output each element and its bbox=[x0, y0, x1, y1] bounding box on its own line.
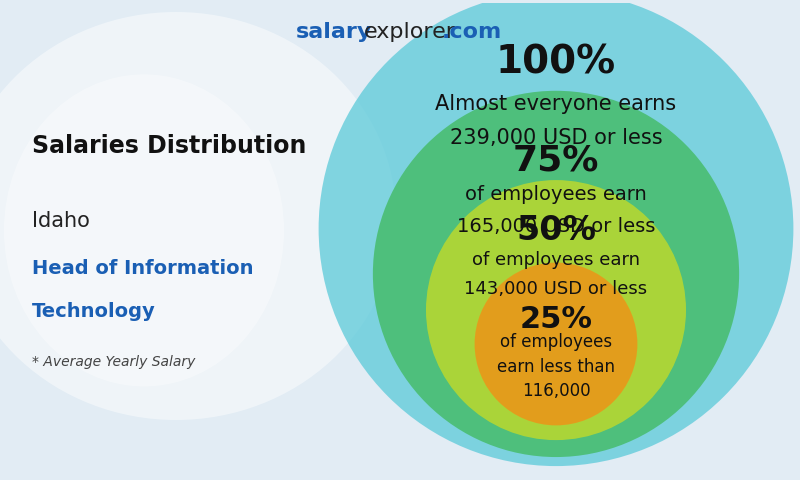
Text: 239,000 USD or less: 239,000 USD or less bbox=[450, 128, 662, 148]
Text: of employees earn: of employees earn bbox=[472, 252, 640, 269]
Text: 100%: 100% bbox=[496, 44, 616, 82]
Text: Almost everyone earns: Almost everyone earns bbox=[435, 95, 677, 114]
Text: .com: .com bbox=[442, 22, 502, 42]
Ellipse shape bbox=[4, 74, 284, 386]
Text: Head of Information: Head of Information bbox=[32, 259, 254, 278]
Text: of employees earn: of employees earn bbox=[465, 185, 647, 204]
Text: 165,000 USD or less: 165,000 USD or less bbox=[457, 217, 655, 236]
Text: * Average Yearly Salary: * Average Yearly Salary bbox=[32, 355, 195, 369]
Circle shape bbox=[474, 263, 638, 425]
Ellipse shape bbox=[0, 12, 396, 420]
Text: of employees: of employees bbox=[500, 333, 612, 351]
Circle shape bbox=[373, 91, 739, 457]
Text: 143,000 USD or less: 143,000 USD or less bbox=[465, 280, 647, 298]
Text: salary: salary bbox=[296, 22, 372, 42]
Text: 116,000: 116,000 bbox=[522, 383, 590, 400]
Text: 25%: 25% bbox=[519, 305, 593, 334]
Text: Idaho: Idaho bbox=[32, 211, 90, 231]
Circle shape bbox=[318, 0, 794, 466]
Text: earn less than: earn less than bbox=[497, 358, 615, 376]
Text: 75%: 75% bbox=[513, 144, 599, 178]
Text: Technology: Technology bbox=[32, 302, 156, 322]
Text: 50%: 50% bbox=[516, 215, 596, 248]
Circle shape bbox=[426, 180, 686, 440]
Text: Salaries Distribution: Salaries Distribution bbox=[32, 134, 306, 158]
Text: explorer: explorer bbox=[364, 22, 456, 42]
